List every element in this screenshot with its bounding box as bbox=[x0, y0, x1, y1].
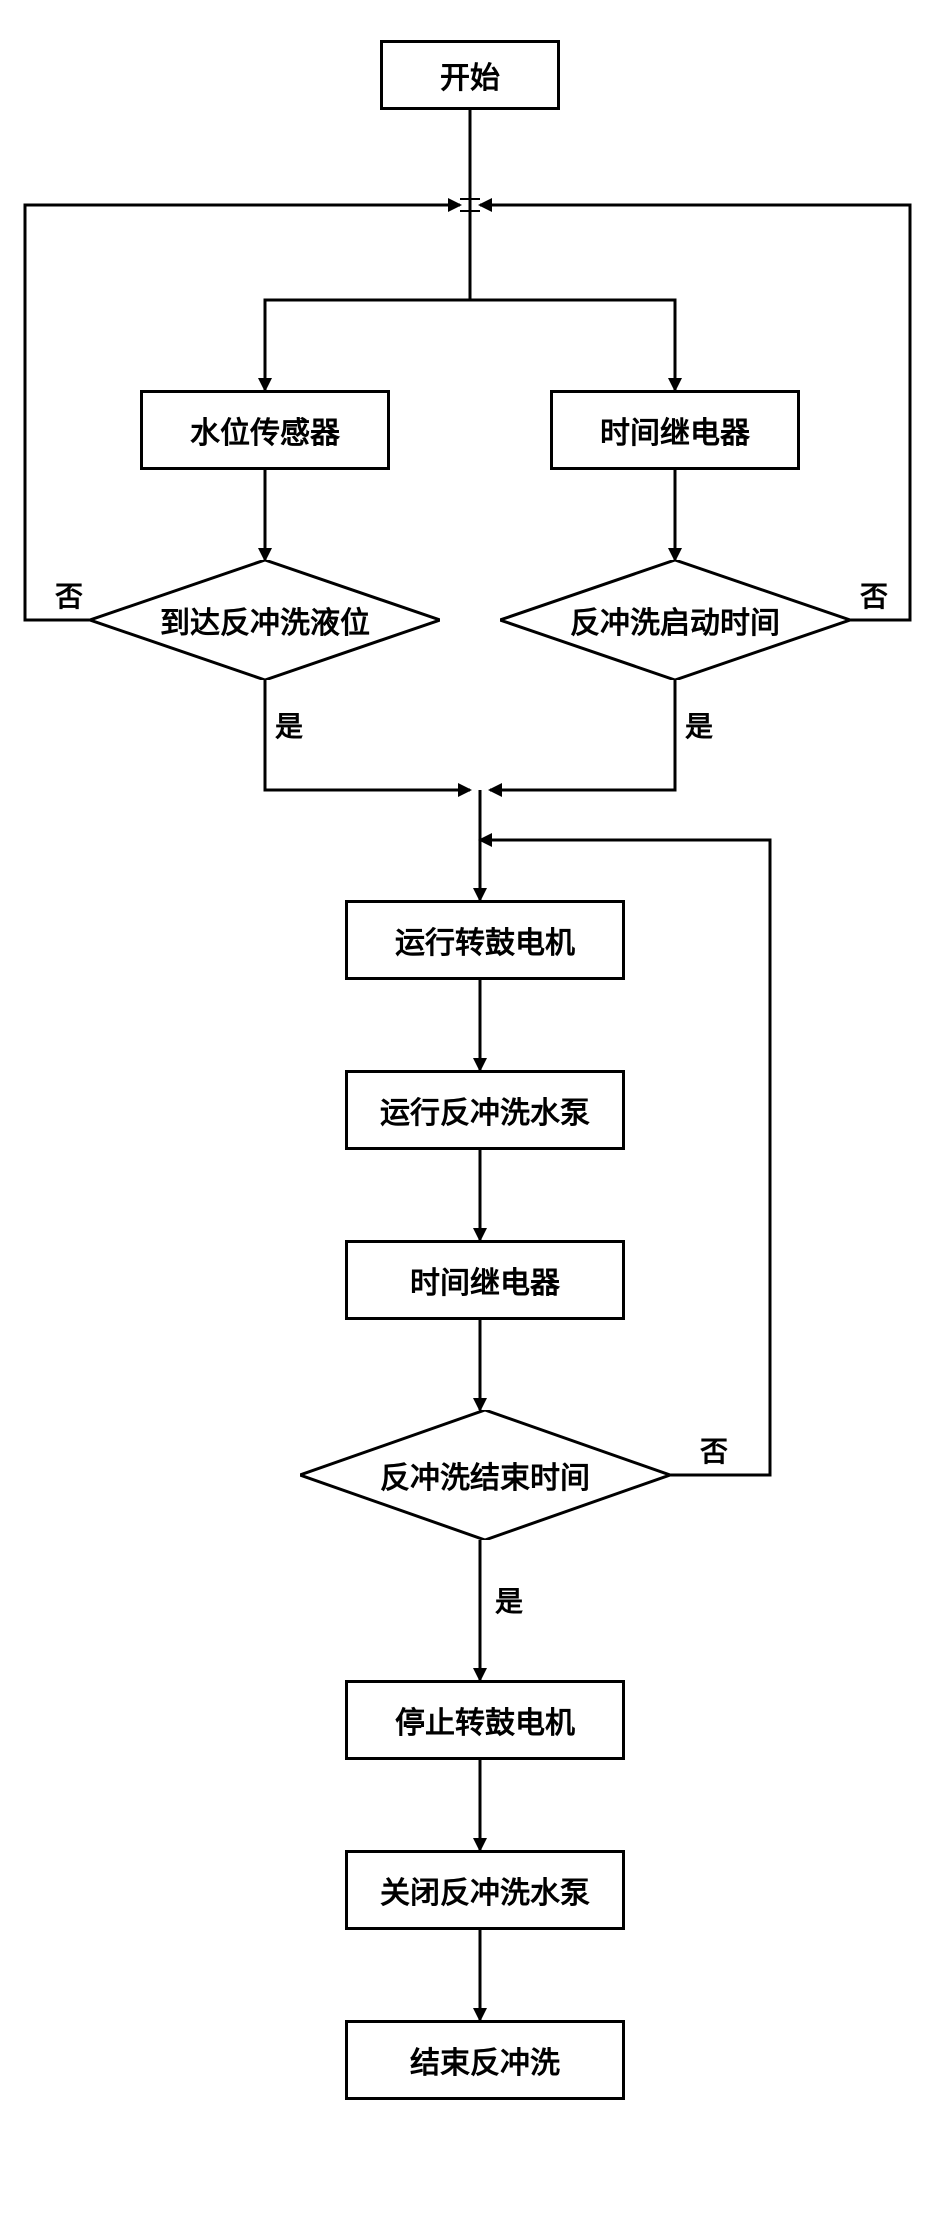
edge-label-dstart-yes: 是 bbox=[685, 705, 713, 745]
node-label-d_end: 反冲洗结束时间 bbox=[380, 1453, 590, 1497]
flowchart-canvas: 否否是是否是开始水位传感器时间继电器到达反冲洗液位反冲洗启动时间运行转鼓电机运行… bbox=[0, 0, 937, 2239]
edge-label-dend-no: 否 bbox=[700, 1430, 728, 1470]
edge-split-relay1 bbox=[470, 300, 675, 390]
node-run_pump: 运行反冲洗水泵 bbox=[345, 1070, 625, 1150]
node-label-run_drum: 运行转鼓电机 bbox=[395, 918, 575, 962]
node-label-sensor: 水位传感器 bbox=[190, 408, 340, 452]
node-relay2: 时间继电器 bbox=[345, 1240, 625, 1320]
edge-label-dlevel-no: 否 bbox=[55, 575, 83, 615]
node-run_drum: 运行转鼓电机 bbox=[345, 900, 625, 980]
node-start: 开始 bbox=[380, 40, 560, 110]
node-label-run_pump: 运行反冲洗水泵 bbox=[380, 1088, 590, 1132]
node-d_level: 到达反冲洗液位 bbox=[90, 560, 440, 680]
node-label-start: 开始 bbox=[440, 53, 500, 97]
node-sensor: 水位传感器 bbox=[140, 390, 390, 470]
node-d_start: 反冲洗启动时间 bbox=[500, 560, 850, 680]
node-label-relay2: 时间继电器 bbox=[410, 1258, 560, 1302]
node-label-stop_drum: 停止转鼓电机 bbox=[395, 1698, 575, 1742]
node-relay1: 时间继电器 bbox=[550, 390, 800, 470]
edge-dstart-yes bbox=[490, 680, 675, 790]
edge-label-dlevel-yes: 是 bbox=[275, 705, 303, 745]
node-label-end: 结束反冲洗 bbox=[410, 2038, 560, 2082]
node-label-close_pump: 关闭反冲洗水泵 bbox=[380, 1868, 590, 1912]
node-label-d_level: 到达反冲洗液位 bbox=[160, 598, 370, 642]
edge-split-sensor bbox=[265, 300, 470, 390]
node-stop_drum: 停止转鼓电机 bbox=[345, 1680, 625, 1760]
node-d_end: 反冲洗结束时间 bbox=[300, 1410, 670, 1540]
edge-label-dstart-no: 否 bbox=[860, 575, 888, 615]
node-label-relay1: 时间继电器 bbox=[600, 408, 750, 452]
node-close_pump: 关闭反冲洗水泵 bbox=[345, 1850, 625, 1930]
node-label-d_start: 反冲洗启动时间 bbox=[570, 598, 780, 642]
node-end: 结束反冲洗 bbox=[345, 2020, 625, 2100]
edge-label-dend-yes: 是 bbox=[495, 1580, 523, 1620]
